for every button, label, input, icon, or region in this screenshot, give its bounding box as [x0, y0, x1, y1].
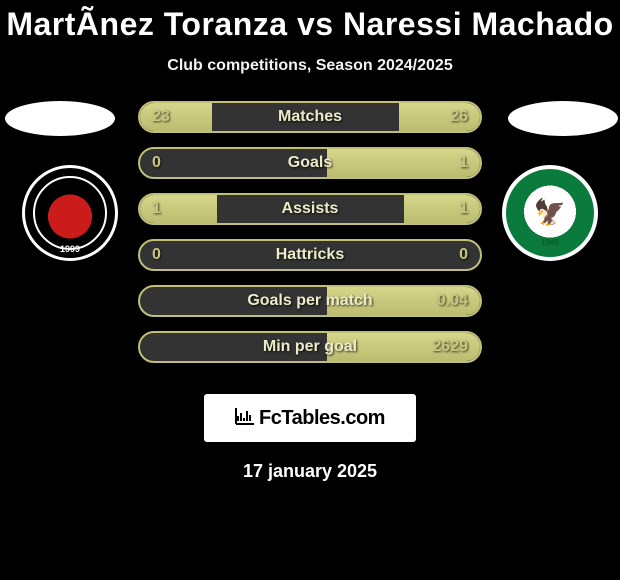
stat-row: Goals per match0.04 — [138, 285, 482, 317]
page-title: MartÃ­nez Toranza vs Naressi Machado — [0, 0, 620, 43]
stat-label: Goals — [140, 149, 480, 177]
stat-label: Matches — [140, 103, 480, 131]
stat-label: Hattricks — [140, 241, 480, 269]
stat-value-right: 2629 — [432, 333, 468, 361]
player-avatar-right — [508, 101, 618, 136]
stat-value-right: 1 — [459, 149, 468, 177]
eagle-icon: 🦅 — [506, 197, 594, 228]
stat-row: 0Goals1 — [138, 147, 482, 179]
stat-bars: 23Matches260Goals11Assists10Hattricks0Go… — [138, 101, 482, 377]
club-badge-right: 🦅 1945 — [502, 165, 598, 261]
player-avatar-left — [5, 101, 115, 136]
stat-value-right: 0 — [459, 241, 468, 269]
brand-text: FcTables.com — [259, 407, 385, 430]
stat-row: 1Assists1 — [138, 193, 482, 225]
stat-row: 23Matches26 — [138, 101, 482, 133]
stat-value-right: 0.04 — [437, 287, 468, 315]
comparison-area: 1999 🦅 1945 23Matches260Goals11Assists10… — [0, 101, 620, 401]
club-year-left: 1999 — [25, 244, 115, 254]
stat-row: 0Hattricks0 — [138, 239, 482, 271]
date-label: 17 january 2025 — [0, 461, 620, 482]
stat-value-right: 26 — [450, 103, 468, 131]
club-year-right: 1945 — [506, 238, 594, 247]
brand-badge[interactable]: FcTables.com — [204, 394, 416, 442]
stat-label: Min per goal — [140, 333, 480, 361]
stat-value-right: 1 — [459, 195, 468, 223]
stat-label: Goals per match — [140, 287, 480, 315]
stat-label: Assists — [140, 195, 480, 223]
club-badge-left: 1999 — [22, 165, 118, 261]
chart-icon — [235, 407, 255, 430]
subtitle: Club competitions, Season 2024/2025 — [0, 57, 620, 75]
stat-row: Min per goal2629 — [138, 331, 482, 363]
